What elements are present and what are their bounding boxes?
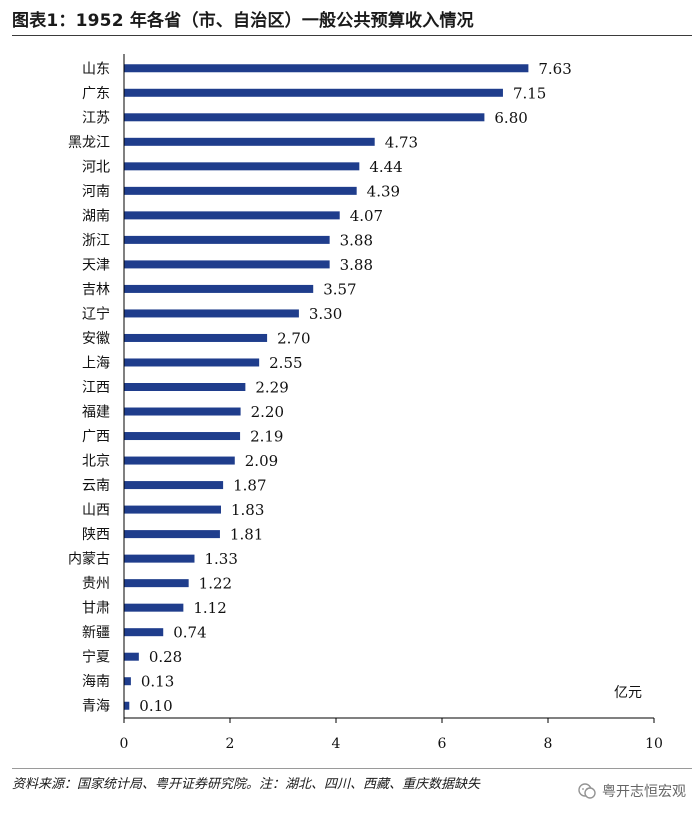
value-label: 1.81	[230, 526, 263, 544]
value-label: 0.10	[139, 697, 172, 715]
x-tick-label: 0	[120, 736, 129, 752]
value-label: 1.87	[233, 477, 266, 495]
x-tick-label: 4	[332, 736, 341, 752]
value-label: 4.07	[350, 207, 383, 225]
bar	[124, 481, 224, 490]
category-label: 甘肃	[82, 601, 110, 617]
bar	[124, 137, 375, 146]
value-label: 2.70	[277, 329, 310, 347]
x-tick-label: 8	[544, 736, 553, 752]
chart-title: 图表1：1952 年各省（市、自治区）一般公共预算收入情况	[12, 11, 474, 31]
value-label: 2.19	[250, 428, 283, 446]
value-label: 2.09	[245, 452, 278, 470]
bar	[124, 186, 357, 195]
bar	[124, 64, 529, 73]
bar	[124, 333, 268, 342]
bar	[124, 432, 241, 441]
bar	[124, 235, 330, 244]
value-label: 0.28	[149, 648, 182, 666]
bar	[124, 113, 485, 122]
value-label: 4.44	[369, 158, 402, 176]
source-note: 资料来源：国家统计局、粤开证券研究院。注：湖北、四川、西藏、重庆数据缺失	[12, 777, 481, 792]
value-label: 2.55	[269, 354, 302, 372]
bar	[124, 603, 184, 612]
value-label: 1.12	[193, 599, 226, 617]
watermark-text: 粤开志恒宏观	[602, 784, 686, 800]
category-label: 贵州	[82, 576, 110, 592]
value-label: 2.29	[255, 379, 288, 397]
bar	[124, 260, 330, 269]
bar	[124, 505, 221, 514]
category-label: 广西	[82, 429, 110, 445]
bar	[124, 652, 139, 661]
bar	[124, 284, 314, 293]
value-label: 1.83	[231, 501, 264, 519]
category-label: 青海	[82, 699, 110, 715]
value-label: 0.74	[173, 624, 206, 642]
category-label: 上海	[82, 355, 110, 371]
value-label: 3.57	[323, 280, 356, 298]
category-label: 吉林	[82, 282, 110, 298]
category-label: 宁夏	[82, 649, 110, 666]
unit-label: 亿元	[614, 685, 642, 701]
category-label: 河北	[82, 159, 110, 175]
category-label: 辽宁	[82, 305, 110, 322]
watermark: 粤开志恒宏观	[577, 781, 686, 801]
category-label: 山西	[82, 503, 110, 519]
x-tick-label: 6	[438, 736, 447, 752]
bar	[124, 554, 195, 563]
value-label: 3.30	[309, 305, 342, 323]
bar	[124, 309, 299, 318]
category-label: 海南	[82, 674, 110, 690]
bar	[124, 456, 235, 465]
value-label: 4.39	[367, 182, 400, 200]
category-label: 浙江	[82, 233, 110, 249]
category-label: 广东	[82, 86, 110, 102]
value-label: 6.80	[494, 109, 527, 127]
bar	[124, 88, 503, 97]
category-label: 江西	[82, 380, 110, 396]
bar	[124, 358, 260, 367]
bar	[124, 407, 241, 416]
title-rule	[12, 35, 692, 36]
category-label: 内蒙古	[68, 552, 110, 568]
category-label: 天津	[82, 257, 110, 273]
value-label: 3.88	[340, 231, 373, 249]
bar	[124, 701, 130, 710]
value-label: 2.20	[251, 403, 284, 421]
value-label: 3.88	[340, 256, 373, 274]
category-label: 山东	[82, 61, 110, 77]
bar	[124, 530, 220, 539]
x-tick-label: 2	[226, 736, 235, 752]
value-label: 7.63	[538, 60, 571, 78]
category-label: 陕西	[82, 527, 110, 543]
category-label: 新疆	[82, 625, 110, 641]
bar	[124, 211, 340, 220]
wechat-icon	[578, 783, 596, 799]
bar	[124, 628, 164, 637]
x-tick-label: 10	[645, 736, 663, 752]
category-label: 福建	[82, 405, 110, 421]
bar	[124, 383, 246, 391]
value-label: 4.73	[385, 133, 418, 151]
category-label: 云南	[82, 478, 110, 494]
category-label: 安徽	[82, 331, 110, 347]
bar-chart: 山东 7.63 广东 7.15 江苏 6.80 黑龙江 4.73 河北 4.44 河南 4.39 湖南 4…	[68, 54, 663, 752]
category-label: 北京	[82, 454, 110, 470]
bar	[124, 162, 360, 171]
value-label: 0.13	[141, 673, 174, 691]
value-label: 1.33	[204, 550, 237, 568]
category-label: 河南	[82, 184, 110, 200]
source-rule	[12, 768, 692, 769]
category-label: 江苏	[82, 110, 110, 126]
bar	[124, 677, 131, 686]
category-label: 湖南	[82, 208, 110, 224]
value-label: 1.22	[199, 575, 232, 593]
value-label: 7.15	[513, 84, 546, 102]
bar	[124, 579, 189, 588]
category-label: 黑龙江	[68, 135, 110, 151]
